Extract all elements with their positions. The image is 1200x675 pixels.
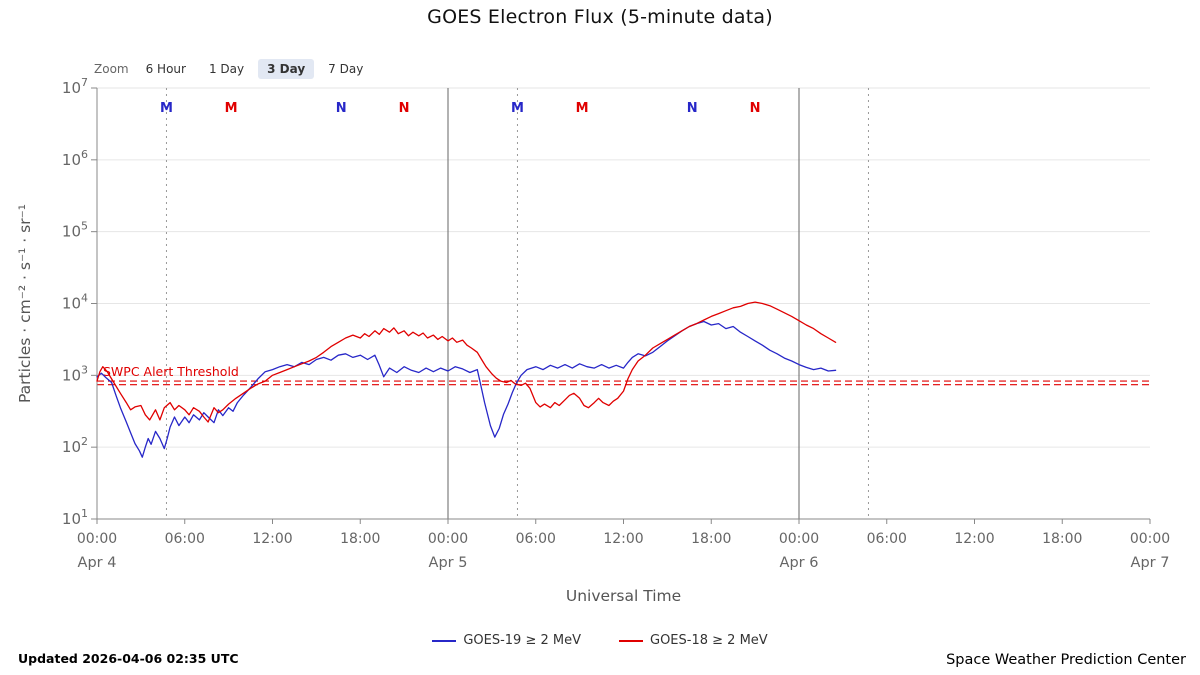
x-tick-label: 00:00 [77, 531, 117, 547]
y-tick-label: 107 [62, 76, 88, 97]
axis-titles: Universal Time Particles · cm⁻² · s⁻¹ · s… [16, 204, 681, 605]
satellite-marker-letter: N [687, 101, 698, 116]
satellite-marker-letter: N [336, 101, 347, 116]
x-date-label: Apr 7 [1131, 555, 1170, 571]
legend-label-goes-19: GOES-19 ≥ 2 MeV [463, 633, 581, 648]
source-credit: Space Weather Prediction Center [946, 652, 1186, 668]
satellite-marker-letter: M [160, 101, 173, 116]
satellite-marker-letter: M [225, 101, 238, 116]
series-line-goes-19 [96, 320, 837, 458]
y-tick-label: 106 [62, 148, 88, 169]
x-tick-label: 12:00 [252, 531, 292, 547]
y-tick-label: 103 [62, 363, 88, 384]
axes [91, 87, 1151, 524]
satellite-marker-letter: N [750, 101, 761, 116]
x-tick-label: 06:00 [165, 531, 205, 547]
x-date-label: Apr 4 [78, 555, 117, 571]
x-tick-label: 12:00 [603, 531, 643, 547]
x-axis-tick-labels: 00:00 06:00 12:00 18:00 00:00 06:00 12:00 18:00… [77, 531, 1170, 547]
x-tick-label: 18:00 [691, 531, 731, 547]
x-axis-date-labels: Apr 4 Apr 5 Apr 6 Apr 7 [78, 555, 1170, 571]
x-date-label: Apr 6 [780, 555, 819, 571]
y-tick-label: 102 [62, 435, 88, 456]
y-tick-label: 101 [62, 507, 88, 528]
series-line-goes-18 [96, 301, 837, 423]
y-gridlines [97, 87, 1150, 520]
zoom-button-6-hour[interactable]: 6 Hour [145, 62, 186, 76]
x-axis-title: Universal Time [566, 587, 681, 605]
satellite-marker-letter: M [576, 101, 589, 116]
zoom-range-selector: Zoom 6 Hour 1 Day 3 Day 7 Day [94, 59, 372, 79]
zoom-button-7-day[interactable]: 7 Day [328, 62, 364, 76]
x-tick-label: 18:00 [1042, 531, 1082, 547]
legend-line-swatch-goes-18 [619, 639, 643, 642]
x-tick-label: 18:00 [340, 531, 380, 547]
day-boundary-lines [447, 88, 800, 519]
x-tick-label: 00:00 [1130, 531, 1170, 547]
legend-item-goes-18[interactable]: GOES-18 ≥ 2 MeV [619, 633, 768, 648]
x-date-label: Apr 5 [429, 555, 468, 571]
satellite-marker-letter: M [511, 101, 524, 116]
x-tick-label: 00:00 [428, 531, 468, 547]
legend-label-goes-18: GOES-18 ≥ 2 MeV [650, 633, 768, 648]
zoom-button-1-day[interactable]: 1 Day [208, 62, 245, 76]
zoom-label: Zoom [94, 62, 129, 76]
satellite-midnight-dotted-lines [165, 88, 869, 519]
threshold-label: SWPC Alert Threshold [103, 364, 239, 379]
series-lines [96, 301, 837, 458]
x-tick-label: 00:00 [779, 531, 819, 547]
y-tick-label: 104 [62, 292, 88, 313]
updated-timestamp: Updated 2026-04-06 02:35 UTC [18, 651, 239, 666]
y-tick-label: 105 [62, 220, 88, 241]
y-axis-tick-labels: 101 102 103 104 105 106 107 [62, 76, 88, 528]
y-axis-title: Particles · cm⁻² · s⁻¹ · sr⁻¹ [16, 204, 34, 403]
zoom-buttons: 6 Hour 1 Day 3 Day 7 Day [137, 59, 373, 79]
alert-threshold: SWPC Alert Threshold [97, 364, 1150, 386]
zoom-button-3-day[interactable]: 3 Day [258, 59, 315, 79]
x-tick-label: 06:00 [516, 531, 556, 547]
legend-line-swatch-goes-19 [432, 639, 457, 642]
legend-item-goes-19[interactable]: GOES-19 ≥ 2 MeV [432, 633, 581, 648]
chart-legend: GOES-19 ≥ 2 MeV GOES-18 ≥ 2 MeV [0, 633, 1200, 648]
x-tick-label: 12:00 [954, 531, 994, 547]
page-title: GOES Electron Flux (5-minute data) [427, 6, 773, 28]
satellite-marker-letter: N [399, 101, 410, 116]
x-tick-label: 06:00 [867, 531, 907, 547]
